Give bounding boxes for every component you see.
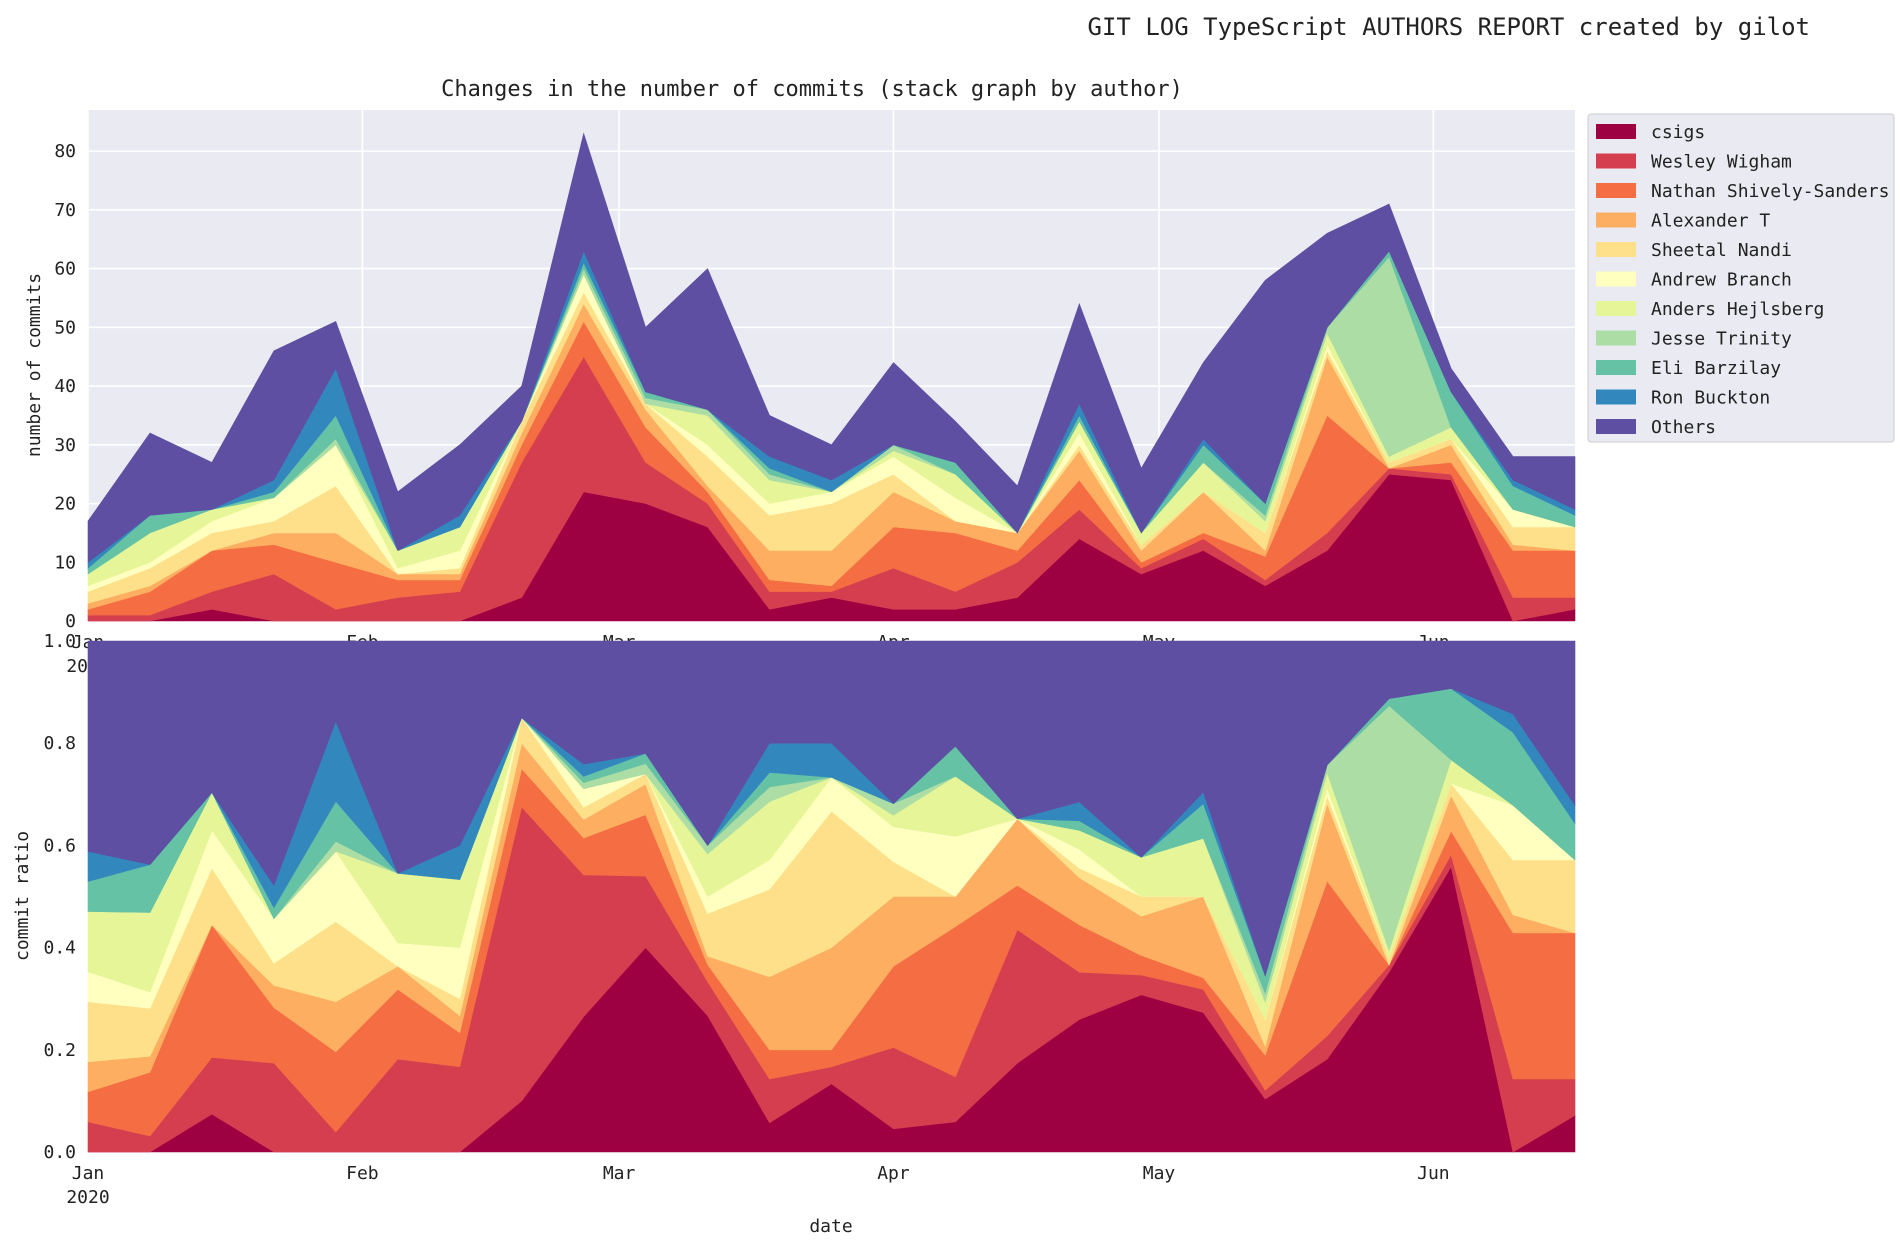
- legend-label-eli-barzilay: Eli Barzilay: [1651, 358, 1781, 379]
- chart1-title: Changes in the number of commits (stack …: [441, 77, 1183, 102]
- chart1-y-tick-label: 30: [54, 435, 76, 456]
- legend-label-nathan-shively-sanders: Nathan Shively-Sanders: [1651, 181, 1889, 202]
- chart2-y-tick-label: 0.0: [43, 1142, 76, 1163]
- chart1-y-tick-label: 70: [54, 200, 76, 221]
- chart2-x-tick-sublabel: 2020: [66, 1187, 109, 1208]
- legend-swatch-sheetal-nandi: [1596, 242, 1636, 257]
- chart1-y-tick-label: 10: [54, 552, 76, 573]
- legend-swatch-csigs: [1596, 124, 1636, 139]
- chart2-y-tick-label: 1.0: [43, 631, 76, 652]
- legend-label-alexander-t: Alexander T: [1651, 211, 1770, 232]
- chart2-x-tick-label: Mar: [603, 1163, 636, 1184]
- chart2-x-tick-label: Jun: [1417, 1163, 1450, 1184]
- legend-swatch-ron-buckton: [1596, 389, 1636, 405]
- chart1-y-axis-label: number of commits: [24, 273, 45, 457]
- legend-frame: [1587, 113, 1895, 443]
- chart2-x-tick-label: Feb: [346, 1163, 379, 1184]
- chart2-x-tick-label: Jan: [72, 1163, 105, 1184]
- legend-swatch-anders-hejlsberg: [1596, 301, 1636, 316]
- chart1-y-tick-label: 0: [65, 611, 76, 632]
- chart1-y-tick-label: 40: [54, 376, 76, 397]
- chart1-y-tick-labels: 0 10 20 30 40 50 60 70 80: [54, 141, 76, 632]
- chart1-area-others: [87, 132, 1576, 563]
- chart2-y-tick-labels: 0.0 0.2 0.4 0.6 0.8 1.0: [43, 631, 76, 1163]
- legend-swatch-eli-barzilay: [1596, 360, 1636, 375]
- legend: csigs Wesley Wigham Nathan Shively-Sanders…: [1587, 113, 1895, 443]
- chart2-x-tick-label: Apr: [877, 1163, 910, 1184]
- chart2-y-tick-label: 0.8: [43, 733, 76, 754]
- legend-label-andrew-branch: Andrew Branch: [1651, 270, 1792, 291]
- chart2-y-axis-label: commit ratio: [12, 831, 33, 961]
- legend-swatch-jesse-trinity: [1596, 330, 1636, 346]
- legend-items: csigs Wesley Wigham Nathan Shively-Sanders…: [1596, 122, 1889, 438]
- legend-label-jesse-trinity: Jesse Trinity: [1651, 329, 1792, 350]
- legend-label-ron-buckton: Ron Buckton: [1651, 388, 1770, 409]
- chart2-y-tick-label: 0.6: [43, 835, 76, 856]
- figure-suptitle: GIT LOG TypeScript AUTHORS REPORT create…: [1088, 13, 1810, 41]
- chart2-y-tick-label: 0.2: [43, 1040, 76, 1061]
- commit-ratio-stack-chart: 0.0 0.2 0.4 0.6 0.8 1.0 Jan 2020 Feb Mar Apr May Ju…: [12, 631, 1576, 1237]
- legend-label-others: Others: [1651, 417, 1716, 438]
- legend-swatch-nathan-shively-sanders: [1596, 183, 1636, 198]
- legend-label-anders-hejlsberg: Anders Hejlsberg: [1651, 299, 1824, 320]
- chart2-area-others: [87, 640, 1576, 977]
- chart1-y-tick-label: 60: [54, 259, 76, 280]
- legend-label-sheetal-nandi: Sheetal Nandi: [1651, 240, 1792, 261]
- chart2-y-tick-label: 0.4: [43, 938, 76, 959]
- legend-label-wesley-wigham: Wesley Wigham: [1651, 152, 1792, 173]
- legend-swatch-wesley-wigham: [1596, 153, 1636, 169]
- legend-label-csigs: csigs: [1651, 122, 1705, 143]
- chart2-x-axis-label: date: [809, 1216, 852, 1237]
- chart2-x-tick-label: May: [1143, 1163, 1176, 1184]
- legend-swatch-others: [1596, 419, 1636, 434]
- chart1-area-series: [87, 132, 1576, 622]
- legend-swatch-alexander-t: [1596, 212, 1636, 228]
- chart1-y-tick-label: 80: [54, 141, 76, 162]
- chart2-x-tick-labels: Jan 2020 Feb Mar Apr May Jun: [66, 1163, 1449, 1208]
- chart2-area-series: [87, 640, 1576, 1153]
- chart1-y-tick-label: 20: [54, 494, 76, 515]
- legend-swatch-andrew-branch: [1596, 271, 1636, 287]
- chart1-y-tick-label: 50: [54, 317, 76, 338]
